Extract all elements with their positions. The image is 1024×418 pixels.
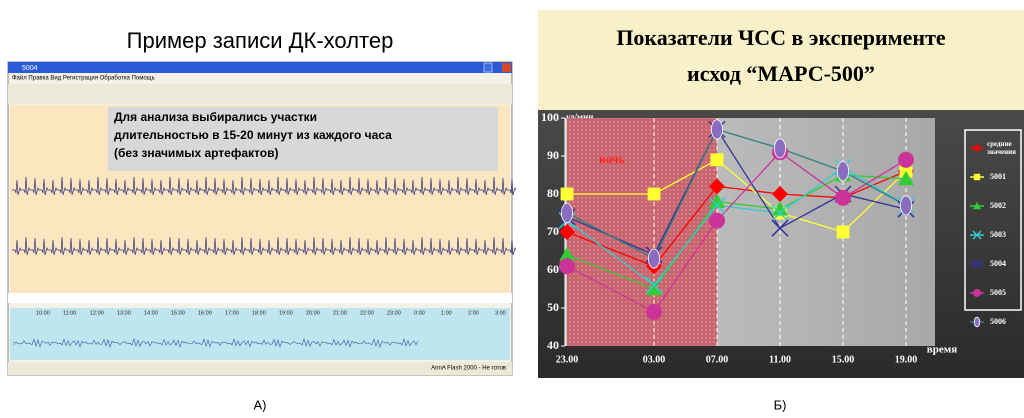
caption: Б) — [774, 397, 787, 412]
hour-label: 10:00 — [36, 310, 50, 316]
x-tick-label: 07.00 — [706, 354, 729, 365]
point — [709, 213, 725, 229]
point — [559, 258, 575, 274]
x-tick-label: 11.00 — [769, 354, 791, 365]
y-tick-label: 70 — [547, 224, 559, 238]
point — [774, 139, 785, 158]
legend-label: 5002 — [990, 201, 1006, 210]
legend-marker — [974, 317, 980, 327]
point — [900, 196, 911, 215]
y-tick-label: 60 — [547, 262, 559, 276]
point — [646, 304, 662, 320]
annotation: ночь — [599, 152, 625, 166]
hour-label: 19:00 — [279, 310, 293, 316]
hour-label: 14:00 — [144, 310, 158, 316]
x-tick-label: 23.00 — [556, 354, 579, 365]
hour-label: 20:00 — [306, 310, 320, 316]
y-tick-label: 80 — [547, 186, 559, 200]
legend-label: 5005 — [990, 288, 1006, 297]
hour-label: 12:00 — [90, 310, 104, 316]
legend-label: 5003 — [990, 230, 1006, 239]
hour-label: 23:00 — [387, 310, 401, 316]
note-line: длительностью в 15-20 минут из каждого ч… — [114, 128, 392, 142]
legend-marker — [973, 289, 981, 297]
hour-label: 2:00 — [468, 310, 479, 316]
hour-label: 11:00 — [63, 310, 76, 316]
point — [561, 203, 572, 222]
hour-label: 16:00 — [198, 310, 212, 316]
figure: Пример записи ДК-холтер 5004 Файл Правка… — [0, 0, 1024, 418]
note-line: Для анализа выбирались участки — [114, 110, 317, 124]
x-tick-label: 15.00 — [832, 354, 855, 365]
chart-title: Показатели ЧСС в эксперименте — [616, 25, 946, 50]
point — [837, 162, 848, 181]
y-tick-label: 40 — [547, 338, 559, 352]
hour-label: 17:00 — [225, 310, 239, 316]
x-axis-label: время — [927, 344, 957, 356]
hour-label: 1:00 — [441, 310, 452, 316]
point — [711, 120, 722, 139]
legend-marker — [974, 174, 980, 180]
caption: А) — [254, 397, 267, 412]
legend-label: 5006 — [990, 317, 1006, 326]
hour-label: 18:00 — [252, 310, 266, 316]
screenshot: 5004 Файл Правка Вид Регистрация Обработ… — [8, 62, 512, 375]
legend-label: 5001 — [990, 172, 1006, 181]
status: AnnA Flash 2000 - Не готов — [431, 366, 506, 372]
y-tick-label: 50 — [547, 300, 559, 314]
hour-label: 13:00 — [117, 310, 131, 316]
window-title: 5004 — [22, 65, 38, 72]
note-line: (без значимых артефактов) — [114, 146, 278, 160]
point — [561, 188, 574, 201]
hour-label: 3:00 — [495, 310, 506, 316]
hour-label: 15:00 — [171, 310, 185, 316]
point — [835, 190, 851, 206]
hour-label: 21:00 — [333, 310, 347, 316]
point — [648, 249, 659, 268]
point — [711, 153, 724, 166]
y-tick-label: 100 — [541, 110, 559, 124]
point — [898, 152, 914, 168]
page: {"left_panel": {"title": "Пример записи … — [0, 0, 1024, 418]
hour-label: 0:00 — [414, 310, 425, 316]
y-tick-label: 90 — [547, 148, 559, 162]
hour-label: 22:00 — [360, 310, 374, 316]
menu: Файл Правка Вид Регистрация Обработка По… — [12, 75, 155, 82]
left-title: Пример записи ДК-холтер — [127, 28, 394, 53]
chart-title: исход “МАРС-500” — [687, 61, 875, 86]
x-tick-label: 03.00 — [643, 354, 666, 365]
legend-label: 5004 — [990, 259, 1006, 268]
point — [837, 226, 850, 239]
point — [648, 188, 661, 201]
x-tick-label: 19.00 — [895, 354, 918, 365]
